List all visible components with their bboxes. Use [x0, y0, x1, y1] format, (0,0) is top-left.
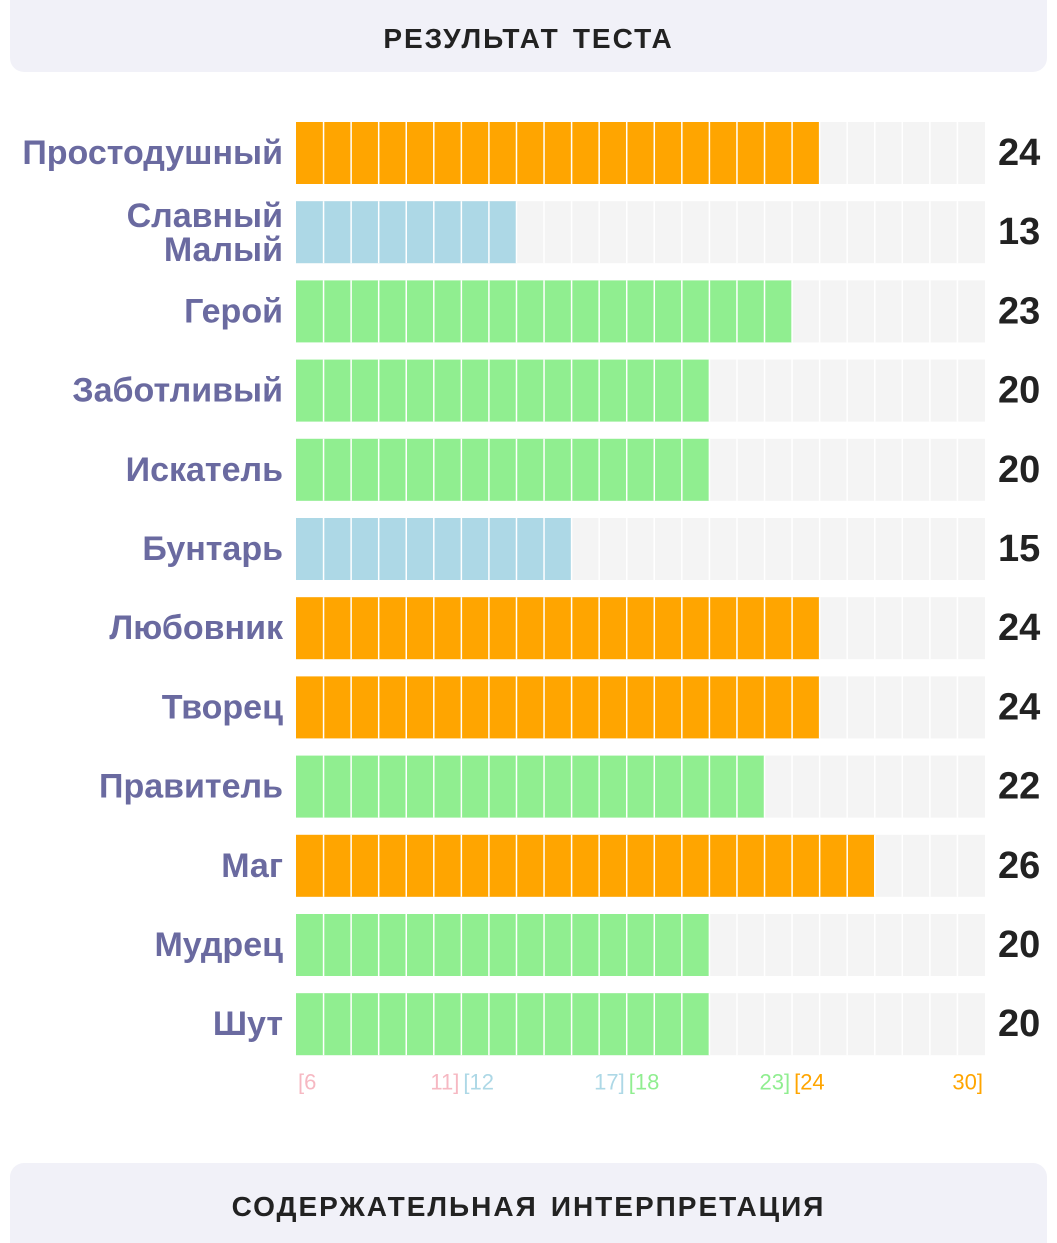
range-end-label: 30] — [952, 1070, 983, 1095]
category-label: Герой — [184, 292, 283, 330]
range-end-label: 17] — [594, 1070, 625, 1095]
value-label: 20 — [998, 924, 1040, 966]
value-label: 26 — [998, 845, 1040, 887]
row-4-bar — [296, 438, 710, 501]
value-label: 20 — [998, 370, 1040, 412]
category-label: Заботливый — [72, 372, 283, 410]
value-label: 24 — [998, 607, 1040, 649]
results-title: Результат теста — [383, 12, 674, 57]
value-label: 24 — [998, 686, 1040, 728]
value-label: 24 — [998, 132, 1040, 174]
row-8-bar — [296, 755, 765, 818]
value-label: 22 — [998, 766, 1040, 808]
row-6-bar — [296, 597, 820, 660]
range-start-label: [18 — [629, 1070, 660, 1095]
row-7-bar — [296, 676, 820, 739]
value-label: 20 — [998, 1003, 1040, 1045]
value-label: 23 — [998, 290, 1040, 332]
row-0-bar — [296, 122, 820, 184]
interpretation-title: Содержательная интерпретация — [231, 1181, 826, 1225]
value-label: 20 — [998, 449, 1040, 491]
category-label: Правитель — [99, 768, 283, 806]
range-start-label: [12 — [463, 1070, 494, 1095]
category-label: Шут — [213, 1005, 283, 1043]
category-label: Любовник — [109, 609, 284, 647]
row-11-bar — [296, 993, 710, 1056]
value-label: 13 — [998, 211, 1040, 253]
category-label: Бунтарь — [142, 530, 283, 568]
category-label: Простодушный — [22, 134, 283, 172]
category-label: Творец — [162, 688, 283, 726]
category-label: Мудрец — [154, 926, 283, 964]
category-label: Искатель — [126, 451, 283, 489]
category-label: Маг — [221, 847, 283, 885]
row-9-bar — [296, 834, 875, 897]
row-10-bar — [296, 914, 710, 976]
category-label: Славный Малый — [127, 197, 283, 269]
range-start-label: [24 — [794, 1070, 825, 1095]
value-label: 15 — [998, 528, 1040, 570]
row-3-bar — [296, 359, 710, 422]
results-header: Результат теста — [10, 0, 1047, 72]
interpretation-header: Содержательная интерпретация — [10, 1163, 1047, 1243]
range-start-label: [6 — [298, 1070, 316, 1095]
archetype-bar-chart: Простодушный 24 Славный Малый 13 Герой 23 Забот… — [22, 122, 1040, 1095]
range-end-label: 23] — [759, 1070, 790, 1095]
range-end-label: 11] — [430, 1070, 459, 1095]
